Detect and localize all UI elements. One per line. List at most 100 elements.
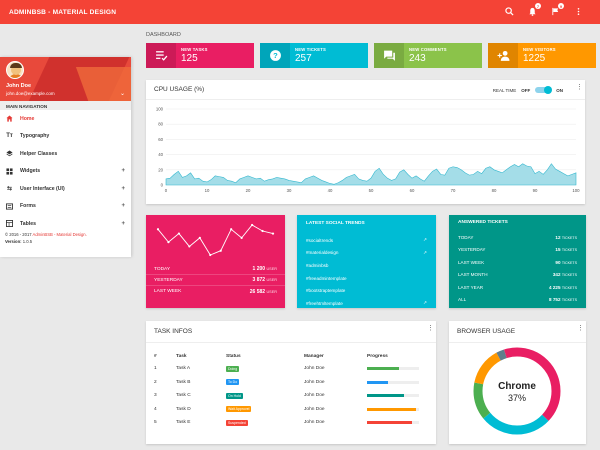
- ticket-row: YESTERDAY 15 TICKETS: [449, 244, 586, 257]
- sidebar-item-typography[interactable]: Tт Typography: [0, 128, 131, 146]
- task-name: Task C: [176, 393, 191, 399]
- realtime-toggle[interactable]: [535, 86, 553, 94]
- tasks-badge: 9: [558, 3, 564, 9]
- avatar[interactable]: [6, 61, 24, 79]
- table-row[interactable]: 2 Task B To Do John Doe: [154, 376, 424, 390]
- ticket-row-unit: TICKETS: [561, 285, 577, 290]
- cpu-usage-card: CPU USAGE (%) REAL TIME OFF ON ⋮ 0 20 40 60 80…: [146, 80, 585, 204]
- answered-tickets-card: ANSWERED TICKETS TODAY 12 TICKETS YESTERD…: [449, 215, 586, 308]
- trend-label: #bootstraptemplate: [306, 288, 346, 294]
- trend-item[interactable]: #adminbsb: [297, 259, 436, 272]
- ticket-row-label: LAST MONTH: [458, 272, 488, 278]
- search-icon[interactable]: [504, 6, 515, 17]
- table-row[interactable]: 5 Task E Suspended John Doe: [154, 416, 424, 430]
- sparkline-point: [240, 236, 243, 239]
- progress-cell: [367, 376, 424, 390]
- more-vert-icon[interactable]: ⋮: [427, 325, 434, 332]
- chevron-down-icon[interactable]: ⌄: [119, 91, 125, 97]
- more-vert-icon[interactable]: [573, 6, 584, 17]
- trend-item[interactable]: #socialtrends ↗: [297, 234, 436, 247]
- progress-bar: [367, 421, 419, 425]
- browser-usage-card: BROWSER USAGE ⋮ Chrome 37%: [449, 321, 586, 444]
- x-tick-label: 60: [410, 188, 415, 193]
- column-header: Manager: [304, 354, 324, 359]
- task-number: 5: [154, 420, 157, 426]
- brand-title[interactable]: ADMINBSB - MATERIAL DESIGN: [9, 8, 117, 16]
- sparkline-point: [156, 228, 160, 231]
- text-icon: Tт: [6, 133, 13, 140]
- cpu-usage-chart: 0 20 40 60 80 100 0 10 20 30 40 50 60 70 80 90 100: [156, 107, 580, 194]
- ticket-row: LAST WEEK 90 TICKETS: [449, 256, 586, 269]
- x-tick-label: 100: [572, 188, 580, 193]
- y-tick-label: 40: [158, 152, 163, 157]
- y-tick-label: 80: [158, 122, 163, 127]
- more-vert-icon[interactable]: ⋮: [577, 325, 584, 332]
- task-infos-card: TASK INFOS ⋮ # Task Status Manager Progre…: [146, 321, 436, 444]
- realtime-label: REAL TIME: [492, 87, 517, 93]
- ticket-row-label: ALL: [458, 297, 467, 303]
- trending-up-icon: ↗: [423, 249, 427, 255]
- ticket-row: LAST YEAR 4 225 TICKETS: [449, 281, 586, 294]
- ticket-row-value: 90: [555, 259, 561, 265]
- social-trends-title: LATEST SOCIAL TRENDS: [306, 221, 365, 226]
- ticket-row-value: 8 752: [549, 297, 561, 303]
- version-value: 1.0.5: [22, 239, 33, 244]
- info-box-label: NEW VISITORS: [523, 47, 556, 52]
- notifications-badge: 7: [535, 3, 541, 9]
- sparkline-point: [177, 232, 181, 235]
- footer-brand-link[interactable]: AdminBSB - Material Design.: [32, 232, 87, 237]
- realtime-on-label: ON: [556, 87, 563, 93]
- tasks-flag-icon[interactable]: 9: [550, 3, 564, 17]
- notifications-icon[interactable]: 7: [527, 3, 541, 17]
- sidebar-item-user-interface[interactable]: ⇆ User Interface (UI) +: [0, 180, 131, 198]
- ticket-row-label: LAST YEAR: [458, 284, 484, 290]
- table-row[interactable]: 1 Task A Doing John Doe: [154, 362, 424, 376]
- donut-slice: [473, 347, 561, 435]
- sparkline-point: [198, 236, 201, 239]
- more-vert-icon[interactable]: ⋮: [576, 84, 583, 91]
- trend-label: #socialtrends: [306, 237, 334, 243]
- trend-label: #freehtmltemplate: [306, 300, 343, 306]
- sidebar-item-widgets[interactable]: Widgets +: [0, 163, 131, 181]
- progress-cell: [367, 416, 424, 430]
- sparkline-point: [209, 253, 212, 257]
- x-tick-label: 80: [492, 188, 497, 193]
- trend-item[interactable]: #freehtmltemplate ↗: [297, 297, 436, 310]
- task-manager: John Doe: [304, 406, 325, 412]
- trend-item[interactable]: #freeadmintemplate: [297, 272, 436, 285]
- sidebar-item-tables[interactable]: Tables +: [0, 215, 131, 233]
- x-tick-label: 0: [165, 188, 168, 193]
- sidebar-item-helper-classes[interactable]: Helper Classes: [0, 145, 131, 163]
- sidebar-item-home[interactable]: Home: [0, 110, 131, 128]
- sparkline-point: [250, 223, 254, 227]
- svg-text:?: ?: [273, 51, 278, 60]
- user-name: John Doe: [6, 83, 32, 89]
- trend-item[interactable]: #bootstraptemplate: [297, 284, 436, 297]
- sidebar-item-forms[interactable]: Forms +: [0, 198, 131, 216]
- table-row[interactable]: 3 Task C On Hold John Doe: [154, 389, 424, 403]
- info-box-new-comments[interactable]: NEW COMMENTS 243: [374, 43, 482, 68]
- ticket-row-label: YESTERDAY: [458, 247, 486, 253]
- info-box-new-visitors[interactable]: NEW VISITORS 1225: [488, 43, 596, 68]
- column-header: Progress: [367, 354, 388, 359]
- visits-row-value: 26 582: [249, 288, 266, 295]
- info-box-label: NEW COMMENTS: [409, 47, 447, 52]
- sparkline-point: [188, 245, 191, 248]
- table-row[interactable]: 4 Task D Wait Approvel John Doe: [154, 403, 424, 417]
- version-label: Version:: [5, 239, 22, 244]
- ticket-row-label: LAST WEEK: [458, 259, 485, 265]
- y-tick-label: 0: [161, 183, 164, 188]
- expand-plus-icon: +: [121, 168, 125, 175]
- ticket-row-unit: TICKETS: [561, 273, 577, 278]
- ticket-row-value: 342: [552, 272, 561, 278]
- visits-card: TODAY 1 200 USER YESTERDAY 3 872 USER LAST…: [146, 215, 285, 308]
- info-box-label: NEW TICKETS: [295, 47, 327, 52]
- task-name: Task A: [176, 366, 191, 372]
- sidebar-item-label: Widgets: [20, 168, 41, 175]
- progress-bar: [367, 380, 419, 384]
- trend-item[interactable]: #materialdesign ↗: [297, 247, 436, 260]
- info-box-new-tickets[interactable]: ? NEW TICKETS 257: [260, 43, 368, 68]
- top-navbar: ADMINBSB - MATERIAL DESIGN 7 9: [0, 0, 600, 24]
- info-box-new-tasks[interactable]: NEW TASKS 125: [146, 43, 254, 68]
- user-info: John Doe john.doe@example.com ⌄: [0, 57, 131, 101]
